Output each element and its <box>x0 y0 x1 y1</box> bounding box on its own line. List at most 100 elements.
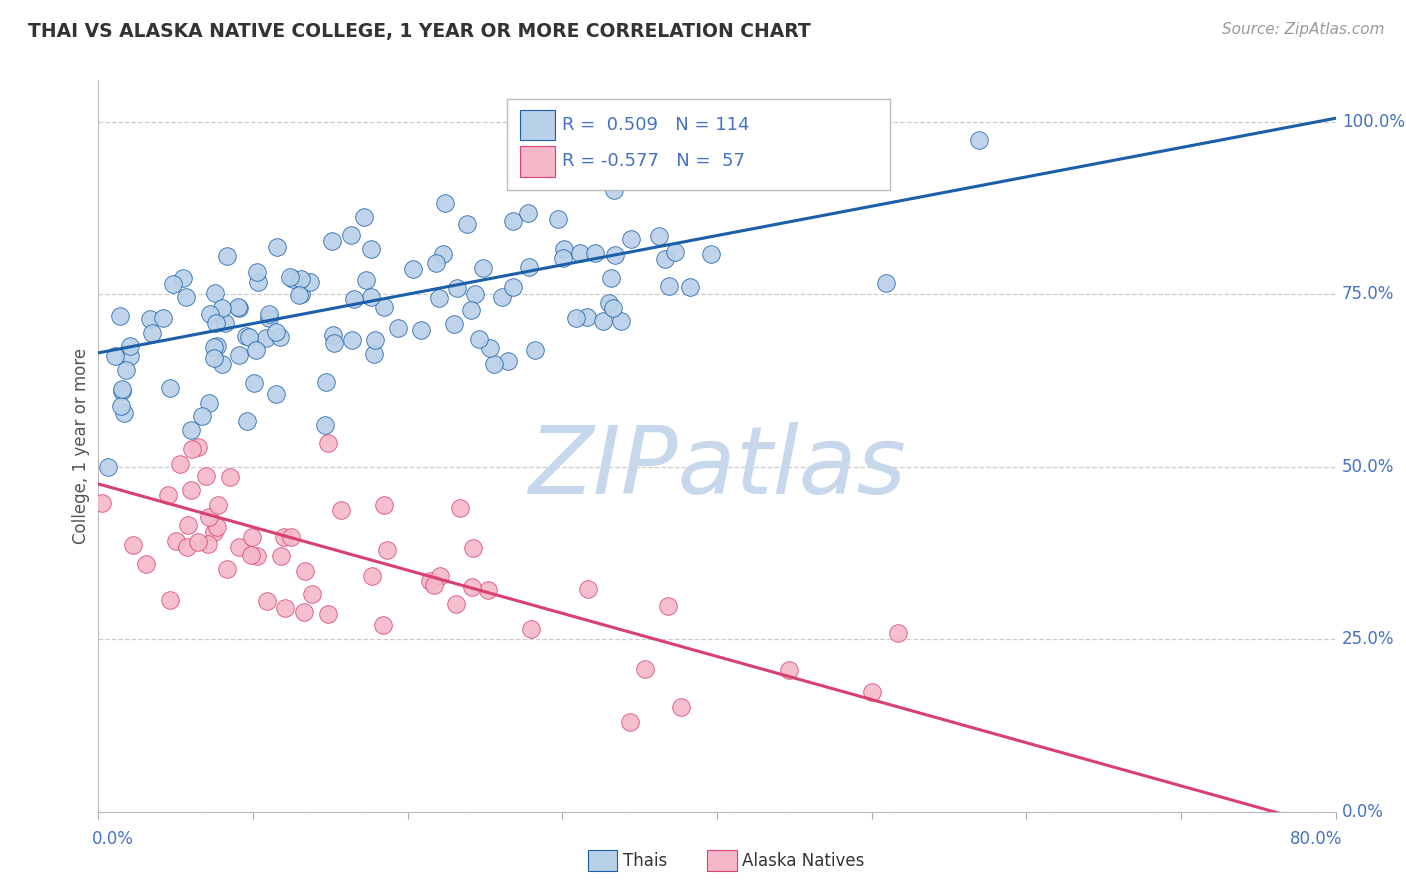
Point <box>360 290 382 304</box>
Point <box>373 300 395 314</box>
Text: 75.0%: 75.0% <box>1341 285 1395 303</box>
Point <box>664 244 686 259</box>
Point <box>330 502 353 516</box>
Point <box>778 663 800 677</box>
Point <box>112 406 135 420</box>
Point <box>343 292 366 306</box>
Point <box>373 498 395 512</box>
Text: THAI VS ALASKA NATIVE COLLEGE, 1 YEAR OR MORE CORRELATION CHART: THAI VS ALASKA NATIVE COLLEGE, 1 YEAR OR… <box>28 22 811 41</box>
Point <box>159 593 181 607</box>
Point <box>228 540 250 554</box>
Point <box>419 574 441 588</box>
Text: ZIPatlas: ZIPatlas <box>529 423 905 514</box>
Point <box>322 328 344 343</box>
Point <box>180 483 202 497</box>
Point <box>658 279 681 293</box>
Point <box>176 540 198 554</box>
Point <box>211 357 233 371</box>
Point <box>238 330 260 344</box>
Point <box>569 246 592 260</box>
Point <box>967 133 990 147</box>
Point <box>290 287 312 301</box>
Point <box>339 227 361 242</box>
Text: 0.0%: 0.0% <box>93 830 134 848</box>
Point <box>245 343 267 357</box>
Point <box>387 321 409 335</box>
Point <box>634 662 657 676</box>
Point <box>460 580 482 594</box>
Point <box>517 260 540 274</box>
Point <box>875 276 897 290</box>
Point <box>165 534 187 549</box>
Point <box>187 535 209 549</box>
Point <box>592 314 614 328</box>
Point <box>273 601 295 615</box>
Point <box>429 569 451 583</box>
Point <box>290 272 312 286</box>
Point <box>477 582 499 597</box>
Point <box>502 280 524 294</box>
Text: R =  0.509   N = 114: R = 0.509 N = 114 <box>562 116 749 134</box>
Point <box>197 510 219 524</box>
Point <box>360 568 382 582</box>
Point <box>547 211 569 226</box>
Point <box>502 213 524 227</box>
Point <box>491 290 513 304</box>
Point <box>669 700 692 714</box>
Point <box>432 247 454 261</box>
Point <box>516 205 538 219</box>
Point <box>316 607 339 622</box>
Point <box>654 252 676 266</box>
Point <box>315 375 337 389</box>
Point <box>520 623 543 637</box>
Point <box>228 348 250 362</box>
Point <box>342 333 364 347</box>
Point <box>162 277 184 291</box>
Point <box>180 423 202 437</box>
Point <box>202 525 225 540</box>
Text: Alaska Natives: Alaska Natives <box>742 852 865 870</box>
Point <box>523 343 546 357</box>
Point <box>354 272 377 286</box>
Point <box>603 183 626 197</box>
Point <box>120 339 142 353</box>
Point <box>411 323 433 337</box>
Point <box>139 311 162 326</box>
Point <box>202 351 225 366</box>
FancyBboxPatch shape <box>506 99 890 190</box>
Point <box>235 414 257 428</box>
Point <box>321 234 343 248</box>
FancyBboxPatch shape <box>520 110 555 140</box>
Point <box>482 358 505 372</box>
Point <box>205 339 228 353</box>
Point <box>177 518 200 533</box>
Point <box>240 548 263 562</box>
Point <box>288 288 311 302</box>
Point <box>360 242 382 256</box>
Point <box>270 549 292 563</box>
Point <box>460 303 482 318</box>
Point <box>174 289 197 303</box>
Point <box>292 605 315 619</box>
Point <box>575 310 598 324</box>
Point <box>433 196 456 211</box>
Point <box>111 384 134 399</box>
Point <box>443 317 465 331</box>
Point <box>427 291 450 305</box>
Point <box>280 530 302 544</box>
Point <box>235 328 257 343</box>
Point <box>298 275 321 289</box>
Point <box>191 409 214 424</box>
Point <box>108 309 131 323</box>
Point <box>887 626 910 640</box>
Point <box>180 442 202 456</box>
Point <box>353 210 375 224</box>
Point <box>264 325 287 339</box>
Point <box>259 307 281 321</box>
Point <box>316 435 339 450</box>
Point <box>273 530 295 544</box>
Point <box>371 618 394 632</box>
Point <box>204 285 226 300</box>
Text: 0.0%: 0.0% <box>1341 803 1384 821</box>
Point <box>281 272 304 286</box>
